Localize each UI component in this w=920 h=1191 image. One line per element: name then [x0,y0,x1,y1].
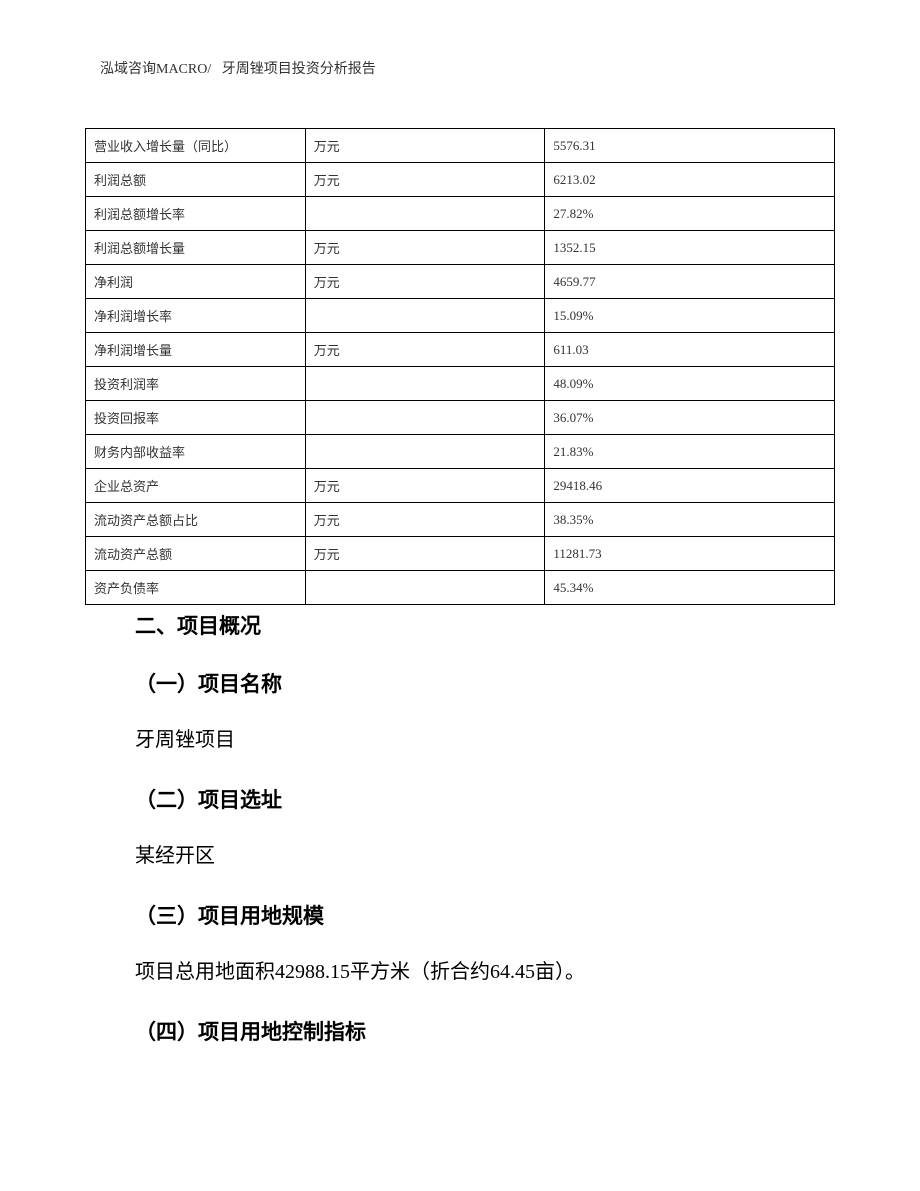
table-cell-unit [305,435,545,469]
table-cell-value: 38.35% [545,503,835,537]
subsection-1-text: 牙周锉项目 [135,724,815,756]
table-cell-value: 36.07% [545,401,835,435]
table-cell-unit [305,401,545,435]
table-cell-unit: 万元 [305,163,545,197]
table-cell-label: 利润总额 [86,163,306,197]
table-cell-value: 45.34% [545,571,835,605]
table-cell-value: 21.83% [545,435,835,469]
table-row: 财务内部收益率 21.83% [86,435,835,469]
table-cell-value: 611.03 [545,333,835,367]
table-cell-label: 营业收入增长量（同比） [86,129,306,163]
table-cell-value: 27.82% [545,197,835,231]
table-row: 企业总资产 万元 29418.46 [86,469,835,503]
subsection-3-heading: （三）项目用地规模 [135,900,815,930]
table-row: 利润总额增长率 27.82% [86,197,835,231]
table-cell-unit: 万元 [305,503,545,537]
table-cell-value: 15.09% [545,299,835,333]
table-row: 营业收入增长量（同比） 万元 5576.31 [86,129,835,163]
subsection-3-text: 项目总用地面积42988.15平方米（折合约64.45亩）。 [135,956,815,988]
table-cell-label: 资产负债率 [86,571,306,605]
table-cell-unit [305,197,545,231]
table-cell-unit: 万元 [305,231,545,265]
table-cell-unit [305,367,545,401]
table-cell-label: 流动资产总额占比 [86,503,306,537]
table-row: 流动资产总额 万元 11281.73 [86,537,835,571]
table-cell-label: 利润总额增长率 [86,197,306,231]
table-row: 利润总额 万元 6213.02 [86,163,835,197]
header-company: 泓域咨询MACRO/ [100,62,211,77]
table-row: 资产负债率 45.34% [86,571,835,605]
table-row: 净利润增长量 万元 611.03 [86,333,835,367]
subsection-2-heading: （二）项目选址 [135,784,815,814]
content-section: 二、项目概况 （一）项目名称 牙周锉项目 （二）项目选址 某经开区 （三）项目用… [135,610,815,1072]
table-cell-label: 投资利润率 [86,367,306,401]
table-cell-value: 6213.02 [545,163,835,197]
table-cell-unit: 万元 [305,469,545,503]
financial-table: 营业收入增长量（同比） 万元 5576.31 利润总额 万元 6213.02 利… [85,128,835,605]
table-row: 投资利润率 48.09% [86,367,835,401]
table-cell-label: 净利润 [86,265,306,299]
table-cell-unit: 万元 [305,129,545,163]
table-row: 净利润 万元 4659.77 [86,265,835,299]
table-body: 营业收入增长量（同比） 万元 5576.31 利润总额 万元 6213.02 利… [86,129,835,605]
table-cell-label: 流动资产总额 [86,537,306,571]
table-cell-label: 投资回报率 [86,401,306,435]
subsection-2-text: 某经开区 [135,840,815,872]
table-row: 流动资产总额占比 万元 38.35% [86,503,835,537]
table-cell-label: 利润总额增长量 [86,231,306,265]
table-cell-unit [305,571,545,605]
table-cell-value: 29418.46 [545,469,835,503]
table-cell-label: 净利润增长量 [86,333,306,367]
table-cell-value: 5576.31 [545,129,835,163]
table-cell-unit: 万元 [305,333,545,367]
table-cell-unit [305,299,545,333]
table-cell-unit: 万元 [305,537,545,571]
table-cell-label: 企业总资产 [86,469,306,503]
financial-table-container: 营业收入增长量（同比） 万元 5576.31 利润总额 万元 6213.02 利… [85,128,835,605]
table-row: 净利润增长率 15.09% [86,299,835,333]
table-cell-value: 48.09% [545,367,835,401]
header-title: 牙周锉项目投资分析报告 [222,62,376,77]
table-cell-value: 4659.77 [545,265,835,299]
section-2-heading: 二、项目概况 [135,610,815,640]
table-cell-unit: 万元 [305,265,545,299]
subsection-1-heading: （一）项目名称 [135,668,815,698]
table-row: 投资回报率 36.07% [86,401,835,435]
table-cell-label: 净利润增长率 [86,299,306,333]
table-cell-label: 财务内部收益率 [86,435,306,469]
page-header: 泓域咨询MACRO/ 牙周锉项目投资分析报告 [100,58,376,78]
table-cell-value: 1352.15 [545,231,835,265]
subsection-4-heading: （四）项目用地控制指标 [135,1016,815,1046]
table-row: 利润总额增长量 万元 1352.15 [86,231,835,265]
table-cell-value: 11281.73 [545,537,835,571]
